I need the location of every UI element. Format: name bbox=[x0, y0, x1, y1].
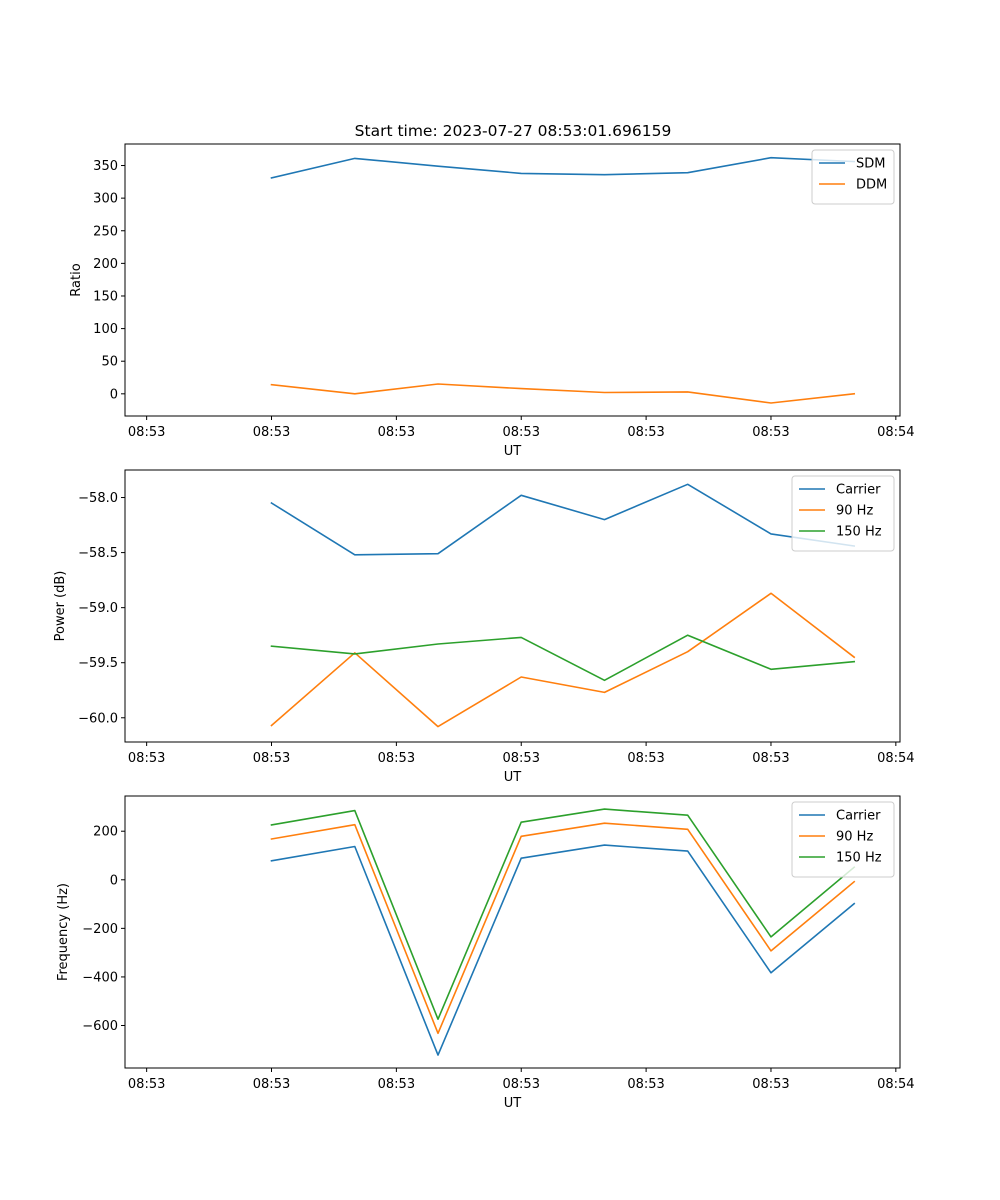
y-tick-label: 150 bbox=[93, 289, 118, 304]
ratio-series-sdm bbox=[270, 156, 856, 179]
power-y-axis-label: Power (dB) bbox=[53, 571, 68, 642]
x-tick-label: 08:53 bbox=[503, 425, 540, 440]
frequency-panel: 08:53 08:53 08:53 08:53 08:53 08:53 08:54−600−… bbox=[56, 795, 915, 1111]
power-series-150-hz bbox=[270, 634, 856, 682]
y-tick-label: 200 bbox=[93, 257, 118, 272]
legend-label: Carrier bbox=[836, 809, 881, 824]
x-tick-label: 08:53 bbox=[378, 751, 415, 766]
legend-label: DDM bbox=[856, 178, 887, 193]
y-tick-label: −60.0 bbox=[78, 711, 118, 726]
x-tick-label: 08:53 bbox=[253, 425, 290, 440]
x-tick-label: 08:53 bbox=[128, 425, 165, 440]
x-tick-label: 08:54 bbox=[877, 1077, 914, 1092]
frequency-legend: Carrier 90 Hz 150 Hz bbox=[791, 801, 895, 878]
y-tick-label: −59.5 bbox=[78, 656, 118, 671]
power-x-ticks: 08:53 08:53 08:53 08:53 08:53 08:53 08:54 bbox=[128, 742, 915, 766]
legend-label: 90 Hz bbox=[836, 504, 873, 519]
legend-box bbox=[791, 801, 895, 878]
x-tick-label: 08:53 bbox=[627, 425, 664, 440]
x-tick-label: 08:53 bbox=[752, 1077, 789, 1092]
x-tick-label: 08:53 bbox=[128, 1077, 165, 1092]
legend-label: SDM bbox=[856, 157, 885, 172]
power-axes-frame bbox=[124, 469, 901, 743]
y-tick-label: −58.5 bbox=[78, 546, 118, 561]
frequency-series-90-hz bbox=[270, 822, 856, 1035]
y-tick-label: −200 bbox=[82, 922, 118, 937]
y-tick-label: 0 bbox=[110, 387, 118, 402]
legend-box bbox=[791, 475, 895, 552]
legend-label: 90 Hz bbox=[836, 830, 873, 845]
power-y-ticks: −60.0 −59.5 −59.0 −58.5 −58.0 bbox=[78, 491, 125, 726]
frequency-y-axis-label: Frequency (Hz) bbox=[56, 883, 71, 981]
y-tick-label: 100 bbox=[93, 322, 118, 337]
x-tick-label: 08:53 bbox=[503, 751, 540, 766]
x-tick-label: 08:53 bbox=[128, 751, 165, 766]
legend-label: 150 Hz bbox=[836, 525, 882, 540]
x-tick-label: 08:53 bbox=[503, 1077, 540, 1092]
y-tick-label: 250 bbox=[93, 224, 118, 239]
x-tick-label: 08:53 bbox=[378, 425, 415, 440]
x-tick-label: 08:53 bbox=[627, 751, 664, 766]
ratio-legend: SDM DDM bbox=[811, 149, 895, 205]
x-tick-label: 08:53 bbox=[253, 1077, 290, 1092]
power-series-carrier bbox=[270, 483, 856, 556]
figure-title: Start time: 2023-07-27 08:53:01.696159 bbox=[355, 122, 672, 140]
power-x-axis-label: UT bbox=[504, 770, 522, 785]
y-tick-label: 350 bbox=[93, 159, 118, 174]
y-tick-label: −600 bbox=[82, 1019, 118, 1034]
x-tick-label: 08:53 bbox=[253, 751, 290, 766]
frequency-series-carrier bbox=[270, 844, 856, 1056]
power-panel: 08:53 08:53 08:53 08:53 08:53 08:53 08:54 −60.0… bbox=[53, 469, 915, 785]
y-tick-label: −58.0 bbox=[78, 491, 118, 506]
frequency-x-axis-label: UT bbox=[504, 1096, 522, 1111]
ratio-axes-frame bbox=[124, 143, 901, 417]
frequency-axes-frame bbox=[124, 795, 901, 1069]
x-tick-label: 08:54 bbox=[877, 751, 914, 766]
power-legend: Carrier 90 Hz 150 Hz bbox=[791, 475, 895, 552]
x-tick-label: 08:53 bbox=[752, 425, 789, 440]
x-tick-label: 08:53 bbox=[627, 1077, 664, 1092]
frequency-series-150-hz bbox=[270, 808, 856, 1021]
ratio-panel: 08:53 08:53 08:53 08:53 08:53 08:53 08:54 0 50 10… bbox=[69, 143, 915, 459]
x-tick-label: 08:53 bbox=[752, 751, 789, 766]
frequency-y-ticks: −600 −400 −200 0 200 bbox=[82, 825, 125, 1034]
legend-label: 150 Hz bbox=[836, 851, 882, 866]
frequency-x-ticks: 08:53 08:53 08:53 08:53 08:53 08:53 08:54 bbox=[128, 1068, 915, 1092]
x-tick-label: 08:54 bbox=[877, 425, 914, 440]
y-tick-label: −59.0 bbox=[78, 601, 118, 616]
x-tick-label: 08:53 bbox=[378, 1077, 415, 1092]
ratio-x-axis-label: UT bbox=[504, 444, 522, 459]
y-tick-label: 0 bbox=[110, 873, 118, 888]
y-tick-label: 50 bbox=[101, 355, 118, 370]
ratio-y-ticks: 0 50 100 150 200 250 300 350 bbox=[93, 159, 125, 402]
power-series-90-hz bbox=[270, 592, 856, 728]
ratio-series-ddm bbox=[270, 383, 856, 404]
y-tick-label: 300 bbox=[93, 192, 118, 207]
ratio-x-ticks: 08:53 08:53 08:53 08:53 08:53 08:53 08:54 bbox=[128, 416, 915, 440]
ratio-y-axis-label: Ratio bbox=[69, 263, 84, 296]
y-tick-label: 200 bbox=[93, 825, 118, 840]
y-tick-label: −400 bbox=[82, 970, 118, 985]
legend-label: Carrier bbox=[836, 483, 881, 498]
